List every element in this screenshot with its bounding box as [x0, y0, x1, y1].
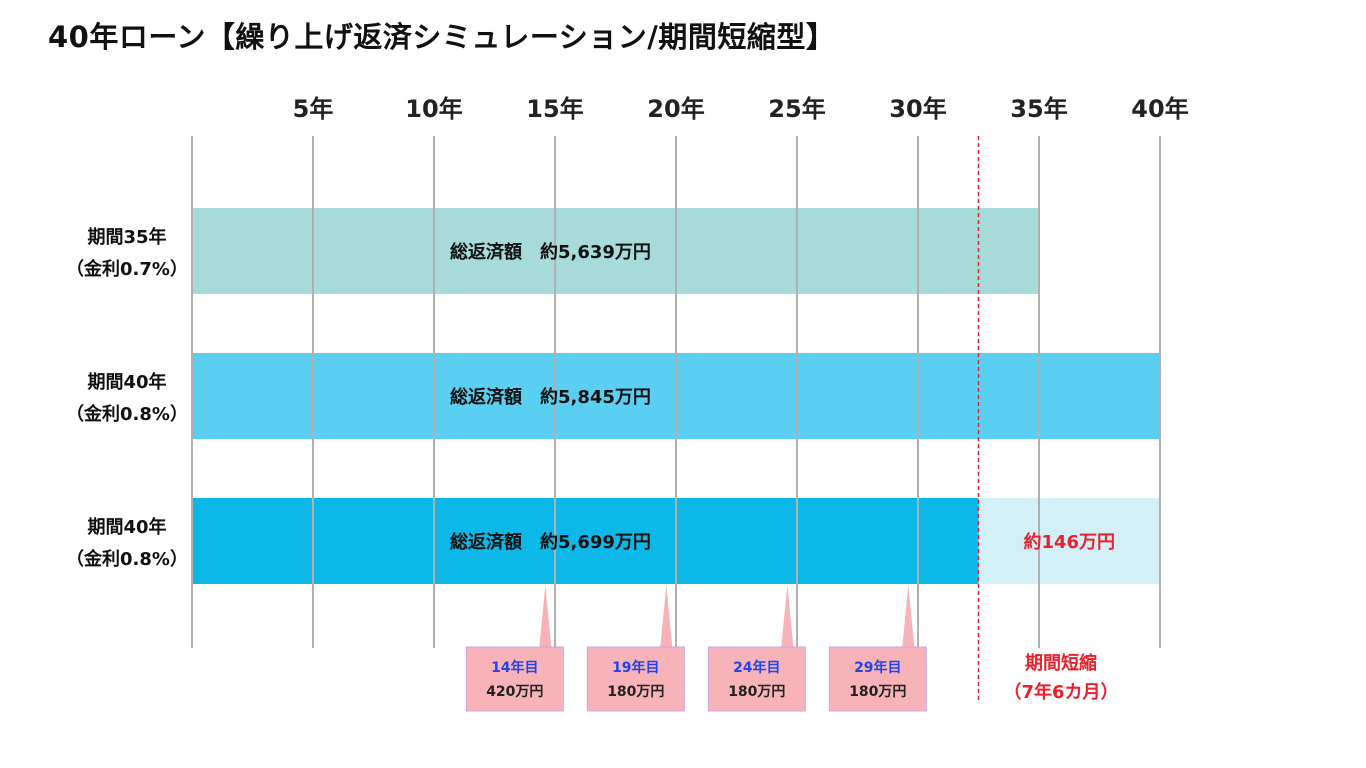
x-tick-label: 40年 [1131, 95, 1188, 123]
callout-year-label: 29年目 [854, 659, 901, 676]
callout-amount-label: 180万円 [849, 684, 906, 700]
prepayment-callout-box [828, 646, 927, 712]
row-label-term: 期間35年 [87, 226, 166, 248]
row-label-rate: （金利0.8%） [66, 403, 188, 425]
prepayment-callout-box [707, 646, 806, 712]
row-label-term: 期間40年 [87, 516, 166, 538]
callout-amount-label: 420万円 [486, 684, 543, 700]
bars-layer [192, 208, 1160, 584]
bar-3 [192, 498, 979, 584]
callout-pointer [539, 585, 552, 647]
saving-amount-label: 約146万円 [1023, 531, 1115, 553]
callout-year-label: 19年目 [612, 659, 659, 676]
callout-pointer [902, 585, 915, 647]
tick-labels-layer: 5年 10年 15年 20年 25年 30年 35年 40年 [293, 95, 1189, 123]
shortening-layer: 期間短縮 （7年6カ月） [977, 136, 1119, 703]
callout-amount-label: 180万円 [607, 684, 664, 700]
shortening-label: 期間短縮 [1025, 652, 1097, 674]
callout-pointer [660, 585, 673, 647]
callout-year-label: 14年目 [491, 659, 538, 676]
page-title: 40年ローン【繰り上げ返済シミュレーション/期間短縮型】 [48, 20, 836, 54]
callout-amount-label: 180万円 [728, 684, 785, 700]
callout-pointer [781, 585, 794, 647]
x-tick-label: 30年 [889, 95, 946, 123]
x-tick-label: 20年 [647, 95, 704, 123]
callout-year-label: 24年目 [733, 659, 780, 676]
row-label-rate: （金利0.8%） [66, 548, 188, 570]
prepayment-callout-box [586, 646, 685, 712]
prepayment-callouts-layer: 14年目 420万円 19年目 180万円 24年目 180万円 29年目 180万円 [465, 585, 927, 712]
row-label-term: 期間40年 [87, 371, 166, 393]
bar-total-label: 総返済額 約5,639万円 [450, 241, 651, 263]
bar-1 [192, 208, 1039, 294]
x-tick-label: 35年 [1010, 95, 1067, 123]
x-tick-label: 25年 [768, 95, 825, 123]
row-labels-layer: 期間35年 （金利0.7%） 期間40年 （金利0.8%） 期間40年 （金利0.8%） [66, 226, 188, 570]
bar-total-label: 総返済額 約5,845万円 [450, 386, 651, 408]
grid-layer [191, 136, 1161, 648]
bar-total-label: 総返済額 約5,699万円 [450, 531, 651, 553]
row-label-rate: （金利0.7%） [66, 258, 188, 280]
shortening-duration-label: （7年6カ月） [1003, 681, 1118, 703]
x-tick-label: 15年 [526, 95, 583, 123]
x-tick-label: 10年 [405, 95, 462, 123]
prepayment-callout-box [465, 646, 564, 712]
bar-saved-period [978, 498, 1160, 584]
x-tick-label: 5年 [293, 95, 334, 123]
